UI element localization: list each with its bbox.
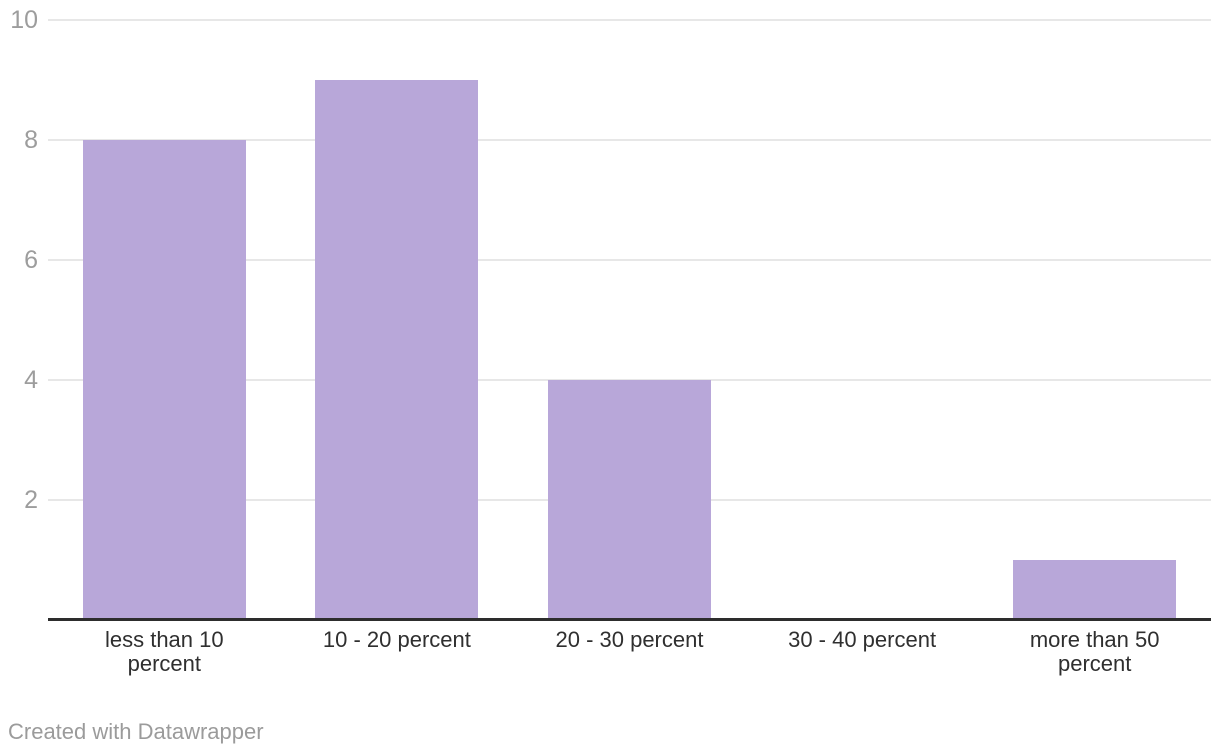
datawrapper-credit-link[interactable]: Created with Datawrapper — [8, 719, 264, 744]
bar-column — [746, 20, 979, 620]
y-tick-label: 8 — [24, 126, 38, 154]
bar — [1013, 560, 1177, 620]
x-tick-cell: 10 - 20 percent — [281, 628, 514, 676]
y-tick-label: 2 — [24, 486, 38, 514]
y-tick-label: 4 — [24, 366, 38, 394]
bars-group — [48, 20, 1211, 620]
x-axis-line — [48, 618, 1211, 621]
x-tick-cell: 30 - 40 percent — [746, 628, 979, 676]
bar-column — [48, 20, 281, 620]
gridline — [48, 139, 1211, 141]
x-tick-label: 10 - 20 percent — [322, 627, 471, 652]
bar-column — [978, 20, 1211, 620]
bar-column — [513, 20, 746, 620]
bar — [82, 140, 246, 620]
y-tick-label: 6 — [24, 246, 38, 274]
x-tick-label: more than 50 percent — [1029, 627, 1160, 676]
bar-column — [281, 20, 514, 620]
x-tick-cell: more than 50 percent — [978, 628, 1211, 676]
x-axis-labels: less than 10 percent 10 - 20 percent 20 - … — [48, 628, 1211, 676]
bar — [548, 380, 711, 620]
bar — [315, 80, 479, 620]
gridline — [48, 19, 1211, 21]
gridline — [48, 259, 1211, 261]
x-tick-label: less than 10 percent — [104, 627, 224, 676]
x-tick-cell: less than 10 percent — [48, 628, 281, 676]
y-tick-label: 10 — [10, 6, 38, 34]
x-tick-label: 20 - 30 percent — [555, 627, 704, 652]
x-tick-cell: 20 - 30 percent — [513, 628, 746, 676]
plot-area — [48, 19, 1211, 621]
x-tick-label: 30 - 40 percent — [788, 627, 937, 652]
